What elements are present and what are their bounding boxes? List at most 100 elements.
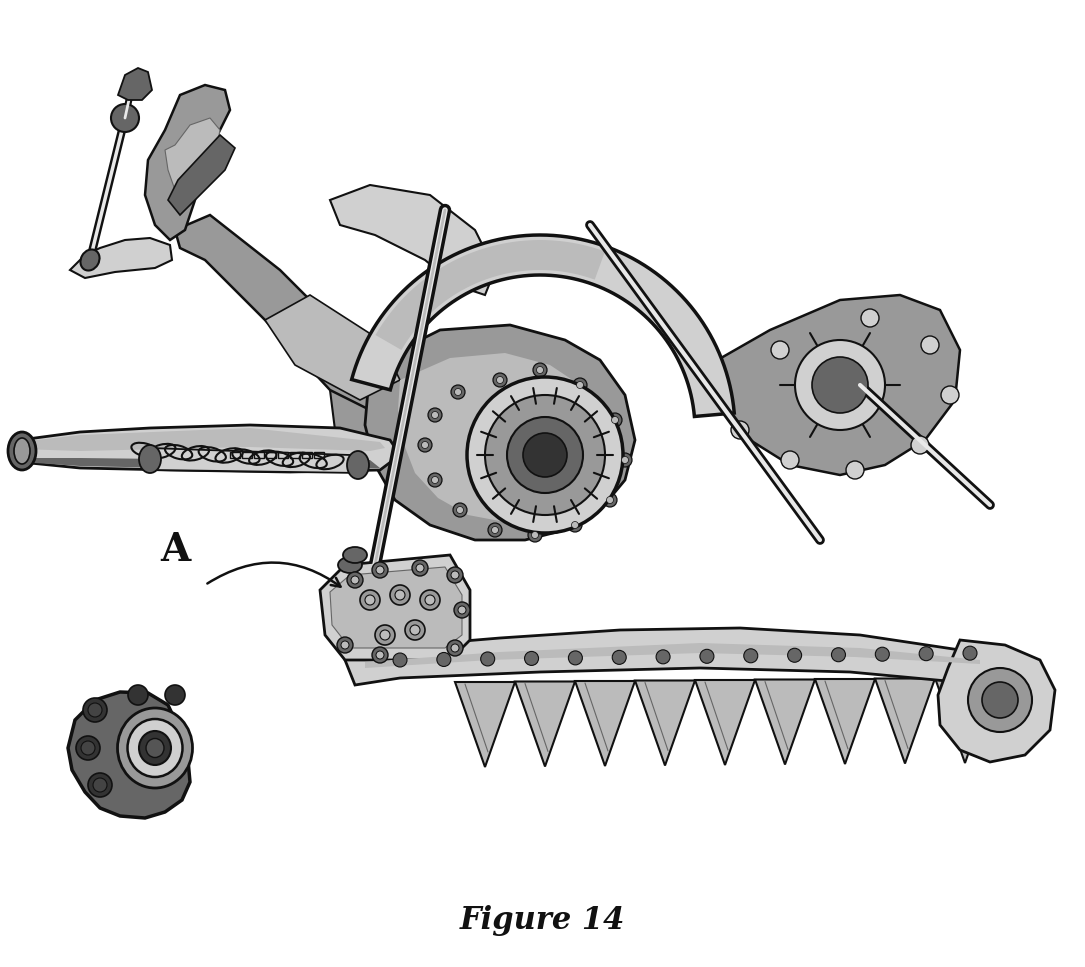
Circle shape bbox=[731, 421, 749, 439]
Ellipse shape bbox=[139, 731, 171, 765]
Circle shape bbox=[533, 363, 547, 377]
Circle shape bbox=[612, 651, 626, 664]
Circle shape bbox=[393, 653, 407, 667]
Polygon shape bbox=[175, 215, 390, 415]
Circle shape bbox=[380, 630, 390, 640]
Circle shape bbox=[911, 436, 929, 454]
Polygon shape bbox=[345, 628, 1000, 685]
Circle shape bbox=[488, 523, 502, 537]
Circle shape bbox=[451, 571, 459, 579]
Circle shape bbox=[795, 340, 885, 430]
Polygon shape bbox=[939, 640, 1055, 762]
Circle shape bbox=[569, 651, 583, 665]
Ellipse shape bbox=[343, 547, 367, 563]
Circle shape bbox=[618, 453, 631, 467]
Polygon shape bbox=[145, 448, 365, 473]
Circle shape bbox=[410, 625, 420, 635]
Circle shape bbox=[612, 417, 618, 424]
Circle shape bbox=[425, 595, 435, 605]
Circle shape bbox=[921, 336, 939, 354]
Polygon shape bbox=[455, 682, 515, 767]
Circle shape bbox=[457, 507, 463, 513]
Ellipse shape bbox=[139, 445, 161, 473]
Circle shape bbox=[88, 703, 102, 717]
Ellipse shape bbox=[14, 438, 30, 464]
Polygon shape bbox=[145, 85, 230, 240]
Circle shape bbox=[376, 651, 384, 659]
Circle shape bbox=[416, 564, 424, 572]
Circle shape bbox=[788, 648, 802, 662]
Polygon shape bbox=[165, 118, 220, 195]
Circle shape bbox=[447, 567, 463, 583]
Polygon shape bbox=[68, 692, 190, 818]
Circle shape bbox=[421, 442, 429, 449]
Ellipse shape bbox=[128, 719, 182, 777]
Circle shape bbox=[831, 648, 845, 661]
Circle shape bbox=[395, 590, 405, 600]
Polygon shape bbox=[365, 325, 635, 540]
Circle shape bbox=[81, 741, 95, 755]
Circle shape bbox=[576, 382, 584, 389]
Circle shape bbox=[451, 385, 465, 399]
Circle shape bbox=[524, 652, 538, 665]
Circle shape bbox=[603, 493, 617, 507]
Circle shape bbox=[607, 496, 613, 504]
Circle shape bbox=[941, 386, 959, 404]
Circle shape bbox=[451, 644, 459, 652]
Polygon shape bbox=[118, 68, 152, 100]
Circle shape bbox=[341, 641, 349, 649]
Circle shape bbox=[372, 647, 388, 663]
Circle shape bbox=[128, 685, 148, 705]
Circle shape bbox=[427, 473, 442, 487]
Circle shape bbox=[111, 104, 139, 132]
Circle shape bbox=[427, 408, 442, 422]
Circle shape bbox=[861, 309, 879, 327]
Polygon shape bbox=[695, 680, 755, 765]
Circle shape bbox=[88, 773, 112, 797]
Polygon shape bbox=[71, 238, 173, 278]
Circle shape bbox=[365, 595, 375, 605]
Circle shape bbox=[432, 412, 438, 419]
Polygon shape bbox=[330, 185, 495, 295]
Circle shape bbox=[528, 528, 542, 542]
Circle shape bbox=[608, 413, 622, 427]
Polygon shape bbox=[635, 681, 695, 766]
Circle shape bbox=[454, 503, 467, 517]
Circle shape bbox=[982, 682, 1018, 718]
Circle shape bbox=[569, 518, 582, 532]
Polygon shape bbox=[20, 458, 380, 470]
Circle shape bbox=[812, 357, 868, 413]
Circle shape bbox=[497, 376, 503, 384]
Circle shape bbox=[447, 640, 463, 656]
Polygon shape bbox=[330, 360, 510, 490]
Polygon shape bbox=[375, 240, 605, 350]
Circle shape bbox=[390, 585, 410, 605]
Circle shape bbox=[458, 606, 465, 614]
Circle shape bbox=[347, 572, 363, 588]
Circle shape bbox=[337, 637, 353, 653]
Circle shape bbox=[622, 456, 628, 463]
Circle shape bbox=[93, 778, 107, 792]
Circle shape bbox=[360, 590, 380, 610]
Polygon shape bbox=[352, 235, 735, 417]
Circle shape bbox=[420, 590, 441, 610]
Polygon shape bbox=[935, 678, 995, 763]
Text: Figure 14: Figure 14 bbox=[460, 904, 625, 935]
Circle shape bbox=[485, 395, 605, 515]
Circle shape bbox=[437, 653, 451, 666]
Polygon shape bbox=[330, 567, 462, 648]
Circle shape bbox=[876, 647, 890, 661]
Circle shape bbox=[744, 649, 757, 662]
Circle shape bbox=[432, 477, 438, 484]
Circle shape bbox=[76, 736, 100, 760]
Circle shape bbox=[455, 389, 461, 396]
Polygon shape bbox=[755, 680, 815, 765]
Polygon shape bbox=[20, 425, 400, 472]
Circle shape bbox=[467, 377, 623, 533]
Circle shape bbox=[846, 461, 864, 479]
Circle shape bbox=[573, 378, 587, 392]
Circle shape bbox=[572, 521, 578, 529]
Ellipse shape bbox=[347, 451, 369, 479]
Circle shape bbox=[375, 625, 395, 645]
Ellipse shape bbox=[8, 432, 36, 470]
